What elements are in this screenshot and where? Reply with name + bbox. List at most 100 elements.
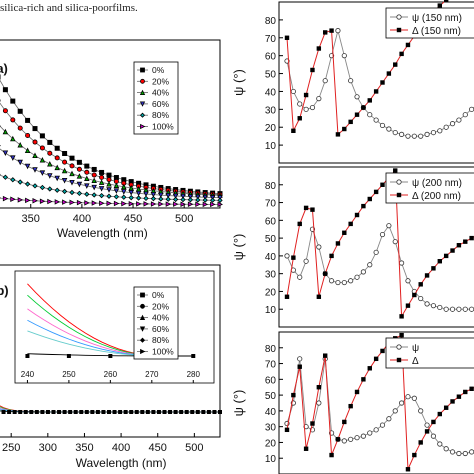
psi-panel-1-legend-delta-marker (396, 192, 402, 198)
psi-panel-0-delta-point-4 (310, 67, 315, 73)
psi-panel-2-ytick-label-2: 30 (265, 423, 277, 434)
psi-panel-1-psi-point-5 (316, 244, 322, 250)
panel-a-point-3-8 (54, 175, 60, 182)
psi-panel-0-psi-point-19 (405, 133, 411, 139)
psi-panel-0-ytick-label-6: 70 (265, 34, 277, 45)
psi-panel-1-delta-point-0 (284, 294, 290, 299)
psi-panel-1-psi-point-11 (354, 274, 360, 280)
psi-panel-1-delta-point-11 (354, 212, 360, 218)
panel-b-point-5 (23, 409, 28, 414)
panel-a-point-2-18 (128, 184, 134, 191)
psi-panel-0-delta-point-2 (297, 116, 302, 121)
panel-a-point-3-10 (69, 179, 75, 186)
psi-panel-1-delta-point-3 (303, 205, 309, 211)
panel-a-point-3-14 (98, 186, 105, 192)
psi-panel-0-delta-point-12 (361, 105, 366, 110)
panel-a-point-1-8 (54, 155, 60, 161)
panel-b-legend-marker-2 (139, 314, 146, 321)
panel-a-point-2-13 (91, 177, 97, 184)
psi-panel-2-ytick-label-1: 20 (265, 438, 277, 449)
psi-panel-2-ytick-label-6: 70 (265, 360, 277, 371)
psi-panel-2-delta-point-1 (291, 392, 296, 398)
panel-b-inset-frame (14, 270, 215, 384)
psi-panel-2-psi-point-24 (437, 441, 443, 447)
panel-a-point-5-15 (106, 200, 112, 207)
psi-panel-0-delta-point-15 (380, 80, 385, 85)
panel-b-point-13 (68, 409, 73, 414)
psi-panel-0-delta-point-3 (303, 92, 309, 98)
panel-a-point-5-26 (187, 201, 194, 208)
psi-panel-2-legend-psi-marker (396, 344, 402, 350)
psi-panel-2-delta-point-14 (373, 356, 379, 362)
panel-a-point-4-15 (106, 193, 112, 199)
psi-panel-2-psi-point-2 (297, 356, 303, 362)
psi-panel-1-psi-point-25 (443, 306, 449, 312)
psi-panel-1-delta-point-23 (431, 266, 436, 271)
panel-b-legend-text-3: 60% (152, 324, 169, 334)
psi-panel-2-psi-point-5 (316, 400, 322, 406)
panel-b-point-23 (123, 409, 128, 414)
panel-b-point-12 (62, 409, 67, 414)
panel-b-inset-xtick-label-0: 240 (21, 370, 35, 379)
panel-a-point-2-6 (39, 157, 46, 163)
psi-panel-2-delta-point-20 (412, 452, 417, 458)
panel-a-legend-text-3: 60% (152, 99, 169, 109)
psi-panel-0-psi-point-13 (367, 112, 373, 118)
panel-a-point-4-7 (47, 186, 53, 192)
psi-panel-1-psi-point-23 (430, 303, 437, 309)
psi-panel-2-psi-point-17 (392, 408, 398, 414)
psi-panel-1-ytick-label-0: 10 (265, 305, 277, 316)
panel-a-point-4-25 (180, 196, 186, 203)
psi-panel-0-psi-point-20 (411, 133, 417, 139)
panel-a-xtick-label-2: 450 (124, 213, 142, 225)
psi-panel-1-delta-point-5 (316, 294, 322, 299)
panel-b-point-28 (151, 409, 156, 414)
panel-b-point-30 (162, 409, 167, 414)
panel-a-point-1-9 (62, 159, 68, 165)
psi-panel-2-delta-point-2 (297, 364, 302, 369)
psi-panel-2-psi-point-21 (418, 408, 424, 414)
panel-b-legend-marker-5 (140, 348, 146, 355)
psi-panel-1-ytick-label-3: 40 (265, 252, 277, 263)
panel-b-point-7 (34, 409, 39, 414)
panel-a-point-5-12 (84, 200, 90, 206)
panel-a-point-0-10 (69, 155, 75, 161)
psi-panel-2-delta-point-10 (348, 403, 353, 409)
panel-b-legend-marker-4 (139, 337, 146, 343)
panel-a-point-5-3 (17, 197, 24, 203)
psi-panel-2-delta-point-27 (456, 394, 462, 399)
psi-panel-1-ytick-label-7: 80 (265, 181, 277, 192)
psi-panel-2-delta-point-12 (361, 377, 366, 382)
psi-panel-0-ytick-label-5: 60 (265, 52, 277, 63)
psi-panel-0-psi-point-16 (386, 126, 392, 132)
psi-panel-1-delta-point-4 (310, 207, 315, 212)
panel-a-point-4-23 (165, 196, 171, 202)
panel-a-point-4-17 (121, 194, 127, 200)
psi-panel-0-delta-point-6 (322, 30, 328, 35)
panel-a-point-3-24 (172, 193, 179, 199)
psi-panel-1-ylabel: ψ (°) (231, 234, 246, 261)
panel-a-point-2-4 (24, 147, 31, 154)
psi-panel-1-psi-point-12 (360, 269, 366, 275)
psi-panel-2-legend-delta-marker (396, 357, 402, 363)
psi-panel-0-ytick-label-0: 10 (265, 141, 277, 152)
panel-a-point-3-20 (143, 191, 149, 197)
panel-b-xtick-label-4: 450 (149, 442, 167, 454)
psi-panel-1-delta-point-25 (443, 253, 449, 259)
panel-b-point-36 (195, 409, 200, 414)
panel-b-xtick-label-5: 500 (185, 442, 203, 454)
psi-panel-2-psi-point-26 (449, 449, 456, 455)
psi-panel-0-delta-point-1 (291, 128, 296, 133)
psi-panel-0-delta-point-0 (284, 35, 290, 40)
panel-a-point-4-5 (32, 183, 38, 189)
panel-a-point-3-19 (135, 190, 142, 197)
panel-a-point-1-7 (47, 150, 53, 156)
panel-a-point-5-21 (150, 201, 157, 207)
panel-a-point-3-17 (121, 189, 127, 195)
panel-a-point-4-19 (135, 195, 142, 201)
psi-panel-2-delta-point-19 (405, 467, 411, 472)
panel-b-inset-xtick-label-3: 270 (145, 370, 159, 379)
psi-panel-1-delta-point-28 (463, 239, 468, 244)
panel-a-point-5-19 (136, 201, 142, 207)
psi-panel-2-psi-point-12 (360, 433, 366, 439)
